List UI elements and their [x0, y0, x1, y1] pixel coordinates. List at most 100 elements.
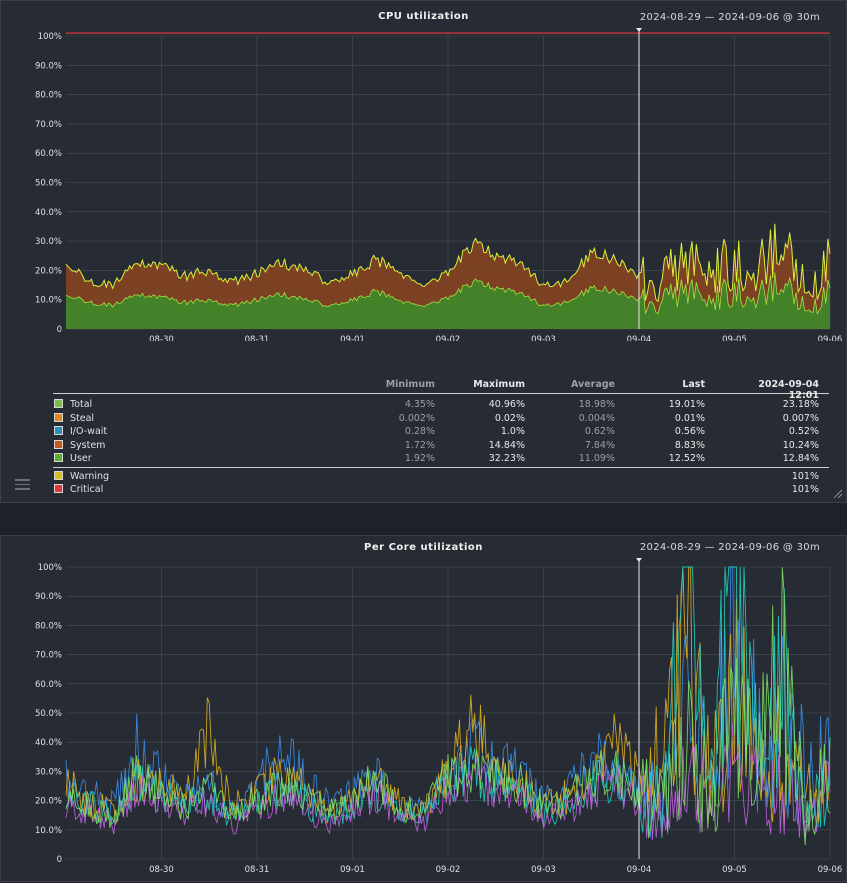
legend-min: 4.35% [404, 399, 435, 410]
legend-threshold-critical: Critical 101% [53, 481, 829, 495]
y-tick-label: 20.0% [35, 797, 62, 807]
chart-title: CPU utilization [378, 11, 469, 22]
y-tick-label: 80.0% [35, 91, 62, 101]
legend-max: 32.23% [488, 453, 525, 464]
legend-swatch [54, 399, 63, 408]
y-tick-label: 50.0% [35, 709, 62, 719]
y-tick-label: 10.0% [35, 296, 62, 306]
legend-timestamp-value: 0.52% [788, 426, 819, 437]
legend-row-user[interactable]: User 1.92% 32.23% 11.09% 12.52% 12.84% [53, 450, 829, 464]
legend-avg: 0.004% [578, 412, 615, 424]
legend-last: 0.56% [674, 426, 705, 437]
per-core-chart[interactable]: 0 10.0% 20.0% 30.0% 40.0% 50.0% 60.0% 70.0% 80.0… [1, 536, 847, 883]
x-tick-label: 09-06 [818, 335, 843, 341]
legend-divider [53, 466, 829, 468]
x-tick-label: 08-31 [245, 865, 270, 875]
x-tick-label: 09-03 [531, 865, 556, 875]
legend-max: 1.0% [500, 426, 525, 437]
legend-row-i-o-wait[interactable]: I/O-wait 0.28% 1.0% 0.62% 0.56% 0.52% [53, 423, 829, 437]
legend-avg: 11.09% [578, 453, 615, 464]
legend-timestamp-value: 23.18% [782, 399, 819, 410]
series-total-line [65, 223, 831, 303]
x-tick-label: 09-02 [436, 865, 461, 875]
y-tick-label: 100% [38, 563, 62, 573]
cpu-legend: Minimum Maximum Average Last 2024-09-04 … [53, 373, 829, 495]
legend-row-steal[interactable]: Steal 0.002% 0.02% 0.004% 0.01% 0.007% [53, 410, 829, 424]
y-tick-label: 30.0% [35, 767, 62, 777]
chart-title: Per Core utilization [364, 542, 483, 553]
menu-icon[interactable] [15, 479, 30, 490]
legend-name: Critical [70, 484, 104, 495]
legend-name: Warning [70, 470, 110, 482]
legend-name: Steal [70, 412, 95, 424]
legend-min: 1.72% [404, 439, 435, 451]
x-tick-label: 09-03 [531, 335, 556, 341]
legend-max: 14.84% [488, 439, 525, 451]
y-tick-label: 80.0% [35, 621, 62, 631]
legend-min: 1.92% [404, 453, 435, 464]
y-tick-label: 10.0% [35, 826, 62, 836]
x-tick-label: 09-05 [722, 865, 747, 875]
x-tick-label: 09-01 [340, 335, 365, 341]
x-tick-label: 09-01 [340, 865, 365, 875]
legend-max: 0.02% [494, 412, 525, 424]
legend-last: 19.01% [668, 399, 705, 410]
legend-header-min: Minimum [385, 379, 435, 390]
y-tick-label: 0 [57, 325, 62, 335]
legend-swatch [54, 453, 63, 462]
legend-timestamp-value: 10.24% [782, 439, 819, 451]
legend-row-total[interactable]: Total 4.35% 40.96% 18.98% 19.01% 23.18% [53, 396, 829, 410]
legend-avg: 18.98% [578, 399, 615, 410]
cursor-marker-icon [636, 28, 642, 32]
legend-swatch [54, 470, 63, 480]
legend-max: 40.96% [488, 399, 525, 410]
legend-timestamp-value: 12.84% [782, 453, 819, 464]
legend-avg: 0.62% [584, 426, 615, 437]
legend-name: User [70, 453, 92, 464]
y-tick-label: 0 [57, 855, 62, 865]
x-tick-label: 09-05 [722, 335, 747, 341]
legend-name: I/O-wait [70, 426, 108, 437]
legend-header-last: Last [682, 379, 705, 390]
legend-swatch [54, 426, 63, 435]
y-tick-label: 60.0% [35, 149, 62, 159]
y-tick-label: 60.0% [35, 680, 62, 690]
legend-rows: Total 4.35% 40.96% 18.98% 19.01% 23.18% Steal 0… [53, 396, 829, 464]
legend-last: 12.52% [668, 453, 705, 464]
legend-timestamp-value: 0.007% [782, 412, 819, 424]
core-series-line-5 [65, 566, 831, 846]
legend-timestamp-value: 101% [791, 484, 819, 495]
x-tick-label: 09-06 [818, 865, 843, 875]
x-tick-label: 08-31 [245, 335, 270, 341]
legend-header-timestamp: 2024-09-04 12:01 [758, 379, 819, 401]
y-tick-label: 50.0% [35, 179, 62, 189]
resize-handle-icon[interactable] [833, 489, 843, 499]
y-tick-label: 90.0% [35, 61, 62, 71]
x-tick-label: 09-02 [436, 335, 461, 341]
legend-thresholds: Warning 101% Critical 101% [53, 468, 829, 495]
legend-name: System [70, 439, 106, 451]
legend-name: Total [70, 399, 93, 410]
legend-swatch [54, 412, 63, 422]
x-tick-label: 08-30 [149, 865, 174, 875]
legend-timestamp-value: 101% [791, 470, 819, 482]
legend-header: Minimum Maximum Average Last 2024-09-04 … [53, 373, 829, 401]
legend-min: 0.28% [404, 426, 435, 437]
cpu-chart[interactable]: 0 10.0% 20.0% 30.0% 40.0% 50.0% 60.0% 70.0% 80.0… [1, 1, 847, 341]
legend-last: 8.83% [674, 439, 705, 451]
legend-avg: 7.84% [584, 439, 615, 451]
legend-swatch [54, 484, 63, 493]
x-tick-label: 09-04 [627, 865, 652, 875]
legend-row-system[interactable]: System 1.72% 14.84% 7.84% 8.83% 10.24% [53, 437, 829, 451]
y-tick-label: 40.0% [35, 208, 62, 218]
cpu-utilization-dashlet: CPU utilization 2024-08-29 — 2024-09-06 … [0, 0, 847, 503]
date-range: 2024-08-29 — 2024-09-06 @ 30m [639, 542, 820, 553]
per-core-utilization-dashlet: Per Core utilization 2024-08-29 — 2024-0… [0, 535, 847, 882]
x-tick-label: 09-04 [627, 335, 652, 341]
legend-header-max: Maximum [473, 379, 525, 390]
date-range: 2024-08-29 — 2024-09-06 @ 30m [639, 12, 820, 23]
y-tick-label: 70.0% [35, 120, 62, 130]
y-tick-label: 30.0% [35, 237, 62, 247]
legend-header-avg: Average [571, 379, 615, 390]
legend-threshold-warning: Warning 101% [53, 468, 829, 482]
